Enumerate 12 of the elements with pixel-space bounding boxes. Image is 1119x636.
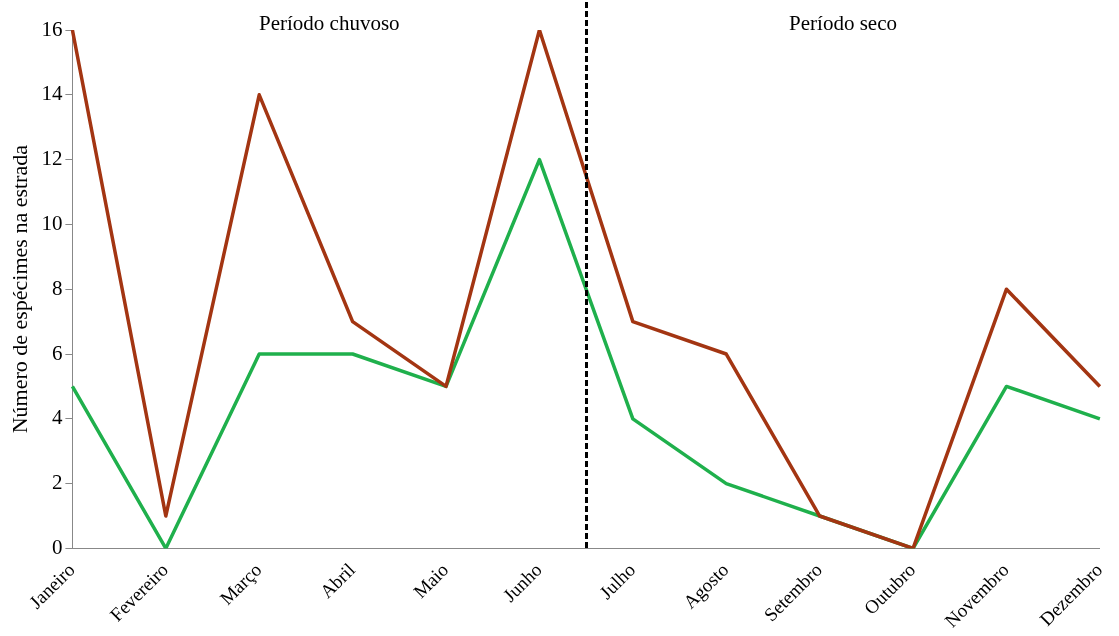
annotation: Período chuvoso: [258, 10, 400, 35]
y-tick-label: 12: [41, 146, 63, 171]
y-tick-label: 14: [41, 81, 63, 106]
y-tick-label: 6: [51, 340, 63, 365]
y-tick-label: 4: [51, 405, 63, 430]
y-tick-label: 2: [51, 470, 63, 495]
y-axis-title: Número de espécimes na estrada: [6, 144, 32, 434]
y-tick-label: 0: [51, 534, 63, 559]
y-tick-label: 8: [51, 275, 63, 300]
y-tick-label: 10: [41, 210, 63, 235]
annotation: Período seco: [789, 10, 897, 35]
y-tick-label: 16: [41, 16, 63, 41]
